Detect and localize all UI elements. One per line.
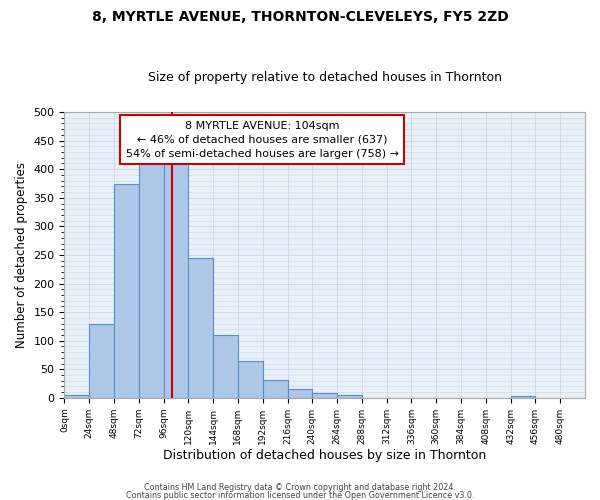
Bar	[337, 395, 362, 398]
Text: Contains HM Land Registry data © Crown copyright and database right 2024.: Contains HM Land Registry data © Crown c…	[144, 483, 456, 492]
Bar	[238, 360, 263, 398]
Text: 8, MYRTLE AVENUE, THORNTON-CLEVELEYS, FY5 2ZD: 8, MYRTLE AVENUE, THORNTON-CLEVELEYS, FY…	[92, 10, 508, 24]
Bar	[164, 160, 188, 398]
Bar	[64, 395, 89, 398]
X-axis label: Distribution of detached houses by size in Thornton: Distribution of detached houses by size …	[163, 450, 487, 462]
Bar	[213, 335, 238, 398]
Bar	[188, 258, 213, 398]
Bar	[89, 324, 114, 398]
Text: Contains public sector information licensed under the Open Government Licence v3: Contains public sector information licen…	[126, 490, 474, 500]
Bar	[511, 396, 535, 398]
Bar	[139, 160, 164, 398]
Bar	[313, 394, 337, 398]
Bar	[287, 390, 313, 398]
Bar	[114, 184, 139, 398]
Y-axis label: Number of detached properties: Number of detached properties	[15, 162, 28, 348]
Bar	[263, 380, 287, 398]
Text: 8 MYRTLE AVENUE: 104sqm
← 46% of detached houses are smaller (637)
54% of semi-d: 8 MYRTLE AVENUE: 104sqm ← 46% of detache…	[126, 120, 399, 158]
Title: Size of property relative to detached houses in Thornton: Size of property relative to detached ho…	[148, 72, 502, 85]
